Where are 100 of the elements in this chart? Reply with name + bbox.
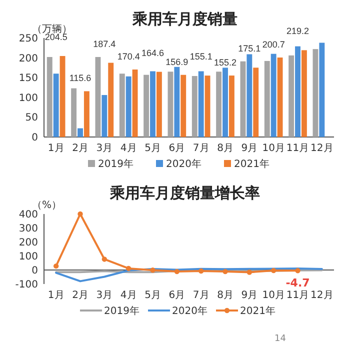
x-tick-label: 1月 <box>48 290 64 301</box>
data-label: 164.6 <box>141 48 164 58</box>
x-tick-label: 2月 <box>72 143 88 154</box>
bar <box>192 76 198 137</box>
y-tick-label: 400 <box>18 210 38 220</box>
legend-label: 2020年 <box>172 305 208 317</box>
bar <box>253 68 259 137</box>
bar <box>156 72 162 137</box>
chart-title: 乘用车月度销量增长率 <box>109 184 260 202</box>
legend-label: 2021年 <box>234 158 270 170</box>
data-label: 156.9 <box>166 56 188 67</box>
data-label: 115.6 <box>69 73 92 84</box>
bar <box>264 60 270 137</box>
x-tick-label: 6月 <box>168 290 186 301</box>
legend-label: 2019年 <box>98 158 134 170</box>
x-tick-label: 8月 <box>217 290 234 301</box>
bar <box>204 76 210 137</box>
x-tick-label: 9月 <box>241 290 258 301</box>
data-label: 155.1 <box>190 52 212 62</box>
data-label: 219.2 <box>286 26 310 36</box>
bar <box>277 58 283 137</box>
y-axis-title: （%） <box>32 200 62 211</box>
x-tick-label: 11月 <box>286 143 310 154</box>
point <box>270 268 276 274</box>
data-label: 170.4 <box>117 52 140 62</box>
bar <box>132 70 138 137</box>
bar <box>46 57 52 137</box>
y-tick-label: 50 <box>25 112 38 124</box>
bar <box>60 56 66 137</box>
y-tick-label: 150 <box>18 73 38 84</box>
bar <box>95 57 101 137</box>
y-tick-label: 300 <box>18 224 38 234</box>
x-tick-label: 5月 <box>144 143 161 154</box>
point <box>102 256 108 262</box>
x-tick-label: 7月 <box>192 143 210 154</box>
x-tick-label: 4月 <box>120 290 137 301</box>
y-tick-label: 100 <box>18 252 38 262</box>
point <box>246 270 252 275</box>
data-label: 200.7 <box>262 40 285 50</box>
data-label: 155.2 <box>214 58 237 68</box>
y-tick-label: 200 <box>18 238 38 248</box>
chart-title: 乘用车月度销量 <box>132 10 238 28</box>
text: 14 <box>274 334 286 344</box>
bar <box>78 128 83 137</box>
bar <box>126 76 132 137</box>
bar <box>270 54 276 137</box>
bar <box>198 71 204 137</box>
x-tick-label: 8月 <box>217 143 234 154</box>
bar <box>319 42 325 137</box>
bar <box>216 72 222 137</box>
bar <box>144 74 150 137</box>
x-tick-label: 10月 <box>262 143 285 154</box>
x-tick-label: 12月 <box>310 290 334 301</box>
bar <box>228 76 234 137</box>
bar <box>312 49 318 137</box>
bar <box>84 91 90 137</box>
y-tick-label: 200 <box>18 53 38 64</box>
bar <box>222 68 228 137</box>
bar <box>108 62 114 137</box>
point <box>222 268 228 274</box>
x-tick-label: 1月 <box>48 143 64 154</box>
point <box>198 268 204 274</box>
x-tick-label: 12月 <box>310 143 334 154</box>
y-tick-label: -100 <box>15 280 38 290</box>
annotation: -4.7 <box>286 276 310 290</box>
point <box>78 211 83 217</box>
y-tick-label: 250 <box>18 34 38 44</box>
y-tick-label: 0 <box>32 132 38 144</box>
bar <box>246 54 252 137</box>
bar <box>168 72 174 137</box>
data-label: 187.4 <box>93 38 116 49</box>
bar <box>295 46 300 137</box>
legend-label: 2020年 <box>166 158 202 170</box>
data-label: 204.5 <box>44 32 68 42</box>
x-tick-label: 11月 <box>286 290 310 301</box>
x-tick-label: 9月 <box>241 143 258 154</box>
point <box>174 268 180 274</box>
x-tick-label: 2月 <box>72 290 88 301</box>
bar <box>102 95 108 137</box>
bar <box>240 61 246 137</box>
y-tick-label: 100 <box>18 92 38 104</box>
y-tick-label: 0 <box>32 266 38 276</box>
bar <box>180 74 186 137</box>
x-tick-label: 10月 <box>262 290 285 301</box>
legend-label: 2019年 <box>104 305 140 317</box>
x-tick-label: 3月 <box>96 143 113 154</box>
bar <box>71 88 77 137</box>
bar <box>288 55 294 137</box>
x-tick-label: 6月 <box>168 143 186 154</box>
bar <box>301 50 307 137</box>
x-tick-label: 5月 <box>144 290 161 301</box>
bar <box>119 74 125 137</box>
legend-label: 2021年 <box>240 305 276 317</box>
point <box>126 266 132 272</box>
bar <box>150 71 156 137</box>
bar <box>174 66 180 137</box>
data-label: 175.1 <box>238 44 261 54</box>
point <box>150 268 156 273</box>
x-tick-label: 3月 <box>96 290 113 301</box>
x-tick-label: 4月 <box>120 143 137 154</box>
